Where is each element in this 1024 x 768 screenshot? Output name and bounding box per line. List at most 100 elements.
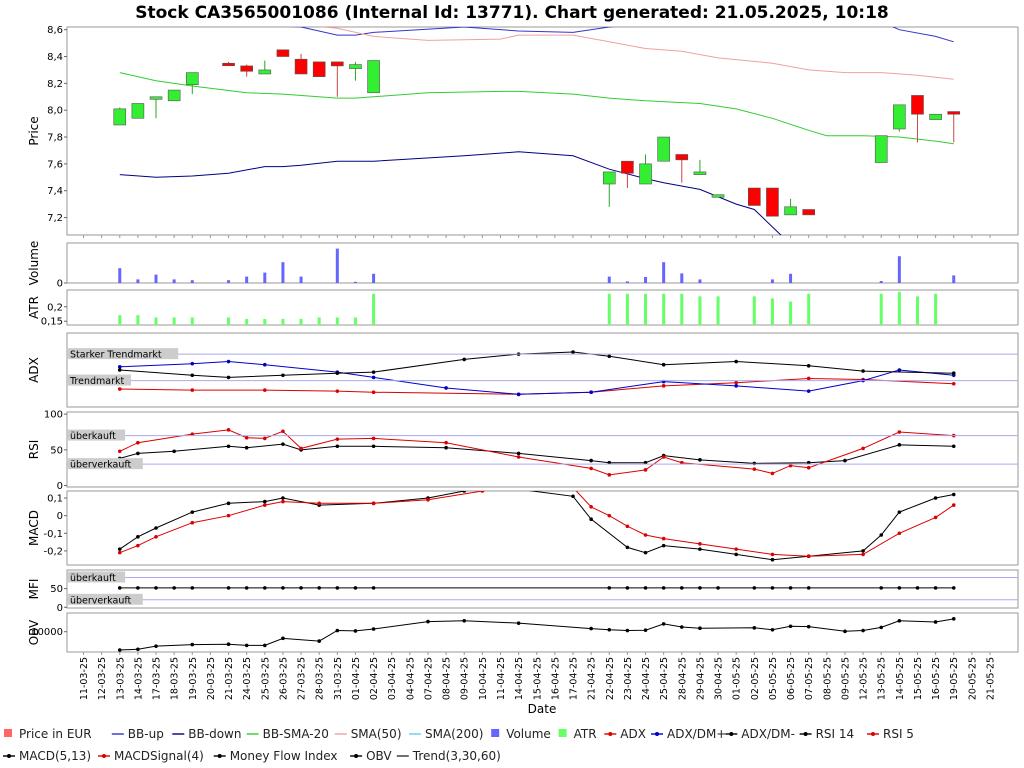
volume-bar (644, 277, 648, 283)
x-tick-label: 16-05-25 (931, 657, 942, 700)
volume-bar (335, 248, 339, 283)
mfi-panel-frame (66, 569, 1019, 609)
series-rsi-14-line-point (172, 449, 176, 454)
legend-item: ATR (558, 727, 597, 741)
series-macd-signal-line-point (625, 524, 630, 529)
series-money-flow-index-line-point (879, 586, 884, 590)
series-money-flow-index-line-point (371, 586, 376, 590)
series-adx-dm--line-point (571, 350, 575, 354)
legend-item: BB-SMA-20 (246, 727, 329, 741)
series-rsi-14-line-point (516, 451, 521, 456)
candle-body (621, 160, 634, 174)
candle-body (657, 136, 670, 162)
series-money-flow-index-line-point (172, 586, 176, 590)
candle-body (893, 104, 906, 130)
legend-label: ADX (620, 727, 646, 741)
legend-label: BB-down (188, 727, 241, 741)
atr-bar (915, 296, 919, 325)
x-tick-label: 01-04-25 (351, 657, 362, 700)
series-macd-line-point (861, 549, 865, 553)
legend-swatch (558, 729, 567, 737)
series-money-flow-index-line-point (915, 586, 920, 590)
atr-bar (752, 296, 756, 325)
x-tick-label: 07-05-25 (804, 657, 815, 700)
series-macd-signal-line-point (371, 501, 376, 506)
series-obv-line (119, 618, 954, 651)
x-tick-label: 27-03-25 (297, 657, 308, 700)
legend-item: RSI 5 (867, 727, 914, 741)
series-macd-line-point (643, 550, 648, 555)
atr-bar (934, 293, 938, 325)
macd-tick-label: 0,1 (47, 494, 63, 505)
atr-bar (607, 293, 611, 325)
series-rsi-14-line-point (843, 458, 847, 463)
series-macd-line-point (951, 492, 956, 497)
x-tick-label: 24-04-25 (641, 657, 652, 700)
series-macd-signal-line-point (897, 531, 902, 536)
volume-bar (662, 262, 666, 283)
series-obv-line-point (788, 624, 793, 629)
price-tick-label: 8,4 (47, 52, 63, 63)
x-tick-label: 06-05-25 (786, 657, 797, 700)
atr-bar (118, 315, 122, 325)
series-obv-line-point (607, 627, 612, 632)
x-tick-label: 20-05-25 (967, 657, 978, 700)
price-plot-area (113, 27, 961, 235)
series-adx-dm--line-point (897, 368, 902, 372)
series-macd-signal-line-point (607, 513, 612, 518)
rsi-axis-label: RSI (27, 440, 41, 460)
x-tick-label: 15-05-25 (913, 657, 924, 700)
series-macd-signal-line-point (734, 547, 738, 551)
series-obv-line-point (226, 642, 231, 646)
series-macd-signal-line-point (861, 552, 865, 557)
series-adx-dm--line-point (806, 389, 811, 393)
x-tick-label: 05-05-25 (768, 657, 779, 700)
volume-axis-label: Volume (27, 241, 41, 286)
series-money-flow-index-line-point (244, 586, 249, 590)
series-macd-signal-line-point (226, 513, 231, 518)
legend-item: SMA(50) (334, 727, 402, 741)
series-adx-line-point (117, 387, 122, 391)
series-obv-line-point (426, 619, 430, 624)
candle-body (294, 58, 308, 75)
series-macd-signal-line (119, 491, 954, 557)
series-money-flow-index-line-point (299, 586, 303, 590)
volume-bar (607, 276, 611, 283)
rsi-tick-label: 0 (57, 481, 63, 492)
series-obv-line-point (752, 626, 757, 630)
series-money-flow-index-line-point (226, 586, 231, 590)
series-rsi-5-line (119, 429, 954, 476)
series-bb-up-line (291, 27, 954, 43)
series-macd-line-point (698, 547, 702, 551)
series-rsi-5-line-point (679, 460, 684, 465)
legend-swatch-dot (655, 732, 659, 736)
volume-bar (245, 276, 249, 283)
atr-tick-label: 0,2 (47, 302, 63, 313)
x-tick-label: 12-03-25 (97, 657, 108, 700)
legend-label: RSI 14 (816, 727, 855, 741)
series-money-flow-index-line-point (281, 586, 285, 590)
series-obv-line-point (462, 619, 467, 623)
legend-label: SMA(200) (425, 727, 483, 741)
atr-bar (353, 317, 357, 325)
series-adx-dm--line-point (371, 370, 376, 374)
x-tick-label: 31-03-25 (333, 657, 344, 700)
x-tick-label: 29-04-25 (695, 657, 706, 700)
series-macd-signal-line-point (136, 543, 140, 548)
series-macd-line-point (518, 491, 519, 492)
series-macd-signal-line-point (480, 491, 485, 493)
series-money-flow-index-line-point (136, 586, 140, 590)
adx-trend-annotation: Trendmarkt (69, 376, 124, 387)
candle-body (149, 96, 163, 100)
series-rsi-5-line-point (190, 432, 195, 436)
mfi-tick-label: 50 (50, 584, 63, 595)
candle-body (784, 206, 797, 216)
x-tick-label: 14-03-25 (133, 657, 144, 700)
candle-body (911, 95, 924, 115)
x-tick-label: 14-04-25 (514, 657, 525, 700)
series-obv-line-point (843, 629, 847, 634)
series-macd-line-point (571, 494, 575, 499)
macd-panel-frame (66, 490, 1019, 566)
series-obv-line-point (661, 622, 666, 626)
series-macd-signal-line-point (117, 550, 122, 555)
